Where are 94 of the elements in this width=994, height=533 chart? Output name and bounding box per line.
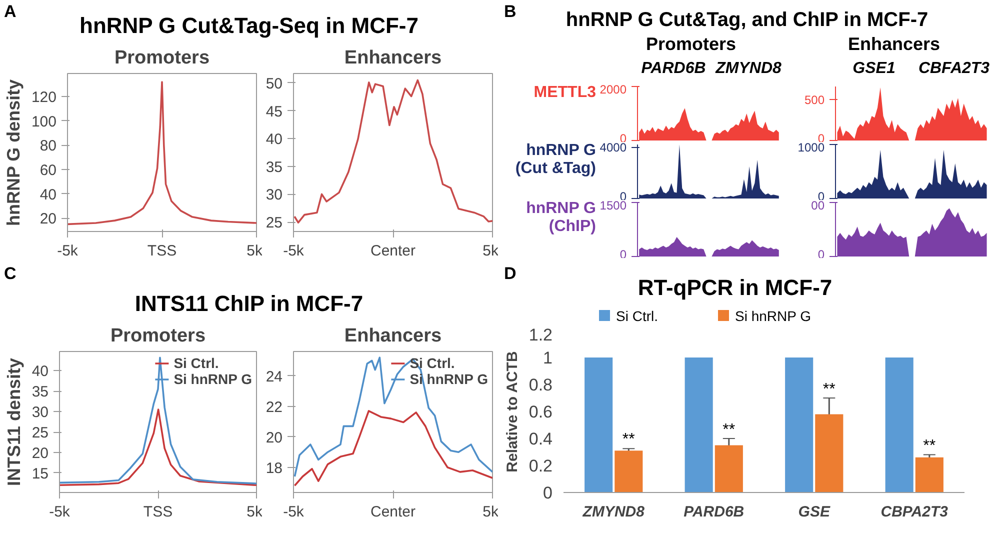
y-tick-label: 35 bbox=[266, 158, 283, 176]
chart-subtitle: Promoters bbox=[110, 326, 206, 346]
annotation: ** bbox=[722, 422, 736, 438]
y-axis-title: METTL3 bbox=[532, 84, 596, 102]
x-tick-label: CBPA2T3 bbox=[880, 504, 949, 520]
bar bbox=[815, 414, 844, 492]
y-tick-label: 500 bbox=[804, 93, 825, 108]
y-tick-label: 20 bbox=[266, 429, 283, 446]
y-tick-label: 50 bbox=[266, 75, 283, 92]
x-tick-label: -5k bbox=[49, 504, 70, 520]
x-tick-label: PARD6B bbox=[684, 504, 744, 520]
x-tick-label: -5k bbox=[283, 504, 304, 520]
y-tick-label: 1000 bbox=[798, 140, 825, 154]
y-axis-title: hnRNP G (Cut &Tag) bbox=[514, 142, 596, 179]
legend-label: Si hnRNP G bbox=[410, 371, 488, 387]
annotation: ** bbox=[622, 430, 635, 448]
y-tick-label: 20 bbox=[32, 444, 49, 462]
y-axis-title: INTS11 density bbox=[4, 358, 24, 486]
y-tick-label: 25 bbox=[266, 214, 283, 232]
legend-label: Si Ctrl. bbox=[616, 308, 658, 324]
bar bbox=[714, 445, 743, 492]
y-tick-label: 80 bbox=[40, 138, 57, 155]
y-tick-label: 22 bbox=[266, 398, 283, 416]
text: CBFA2T3 bbox=[917, 59, 991, 79]
text: C bbox=[4, 263, 16, 285]
bar bbox=[885, 358, 914, 492]
annotation: ** bbox=[822, 381, 836, 398]
x-tick-label: GSE bbox=[798, 504, 831, 520]
chart-subtitle: Promoters bbox=[644, 34, 738, 55]
y-tick-label: 45 bbox=[266, 103, 283, 120]
x-tick-label: -5k bbox=[57, 242, 78, 260]
line-series bbox=[294, 356, 492, 478]
line-series bbox=[68, 81, 256, 226]
bar bbox=[785, 358, 814, 492]
chart-title: hnRNP G Cut&Tag, and ChIP in MCF-7 bbox=[566, 9, 928, 31]
legend-label: Si hnRNP G bbox=[735, 308, 811, 324]
y-tick-label: 2000 bbox=[600, 82, 627, 96]
chart-subtitle: Enhancers bbox=[846, 34, 942, 55]
y-tick-label: 60 bbox=[40, 162, 57, 180]
annotation: ** bbox=[923, 438, 936, 455]
y-tick-label: 18 bbox=[266, 460, 283, 477]
y-axis-title: hnRNP G (ChIP) bbox=[525, 200, 596, 237]
y-tick-label: 30 bbox=[32, 404, 49, 422]
y-tick-label: 4000 bbox=[600, 140, 627, 155]
y-tick-label: 24 bbox=[266, 368, 283, 386]
x-tick-label: TSS bbox=[147, 242, 177, 260]
chart-subtitle: Promoters bbox=[114, 48, 210, 68]
x-tick-label: Center bbox=[370, 504, 416, 520]
y-tick-label: 20 bbox=[40, 210, 57, 228]
text: GSE1 bbox=[852, 59, 896, 79]
y-tick-label: 30 bbox=[266, 186, 283, 204]
y-tick-label: 0.2 bbox=[528, 456, 553, 476]
y-tick-label: 35 bbox=[32, 384, 49, 401]
chart-subtitle: Enhancers bbox=[344, 48, 442, 68]
y-tick-label: 0.6 bbox=[528, 402, 553, 422]
line-series bbox=[60, 356, 256, 484]
text: A bbox=[4, 1, 16, 23]
text: 00 bbox=[811, 198, 825, 212]
legend-label: Si hnRNP G bbox=[174, 371, 252, 387]
y-tick-label: 0 bbox=[543, 484, 553, 502]
y-tick-label: 40 bbox=[40, 186, 57, 204]
y-tick-label: 1500 bbox=[600, 198, 627, 212]
chart-subtitle: Enhancers bbox=[344, 326, 442, 346]
y-tick-label: 1.2 bbox=[528, 326, 553, 344]
y-tick-label: 15 bbox=[32, 465, 49, 482]
y-tick-label: 0.8 bbox=[528, 376, 553, 394]
text: PARD6B bbox=[640, 59, 707, 79]
x-tick-label: TSS bbox=[143, 504, 173, 520]
line-series bbox=[294, 79, 492, 224]
chart-title: hnRNP G Cut&Tag-Seq in MCF-7 bbox=[80, 13, 418, 38]
chart-title: INTS11 ChIP in MCF-7 bbox=[134, 291, 364, 316]
x-tick-label: Center bbox=[370, 242, 416, 260]
bar bbox=[915, 457, 944, 492]
y-tick-label: 1 bbox=[543, 348, 553, 368]
y-tick-label: 40 bbox=[32, 363, 49, 380]
y-tick-label: 120 bbox=[31, 89, 57, 106]
bar bbox=[684, 358, 713, 492]
x-tick-label: ZMYND8 bbox=[582, 504, 646, 520]
y-tick-label: 100 bbox=[31, 113, 57, 130]
line-series bbox=[294, 410, 492, 487]
text: B bbox=[504, 1, 516, 23]
y-tick-label: 40 bbox=[266, 131, 283, 148]
y-axis-title: Relative to ACTB bbox=[504, 351, 521, 472]
bar bbox=[614, 450, 643, 492]
y-axis-title: hnRNP G density bbox=[3, 79, 24, 226]
line-series bbox=[60, 408, 256, 486]
chart-title: RT-qPCR in MCF-7 bbox=[638, 275, 832, 300]
text: ZMYND8 bbox=[714, 59, 782, 79]
y-tick-label: 0.4 bbox=[528, 430, 553, 448]
x-tick-label: -5k bbox=[283, 242, 304, 260]
text: D bbox=[504, 263, 516, 285]
legend-label: Si Ctrl. bbox=[174, 355, 219, 371]
bar bbox=[584, 358, 613, 492]
y-tick-label: 25 bbox=[32, 424, 49, 442]
